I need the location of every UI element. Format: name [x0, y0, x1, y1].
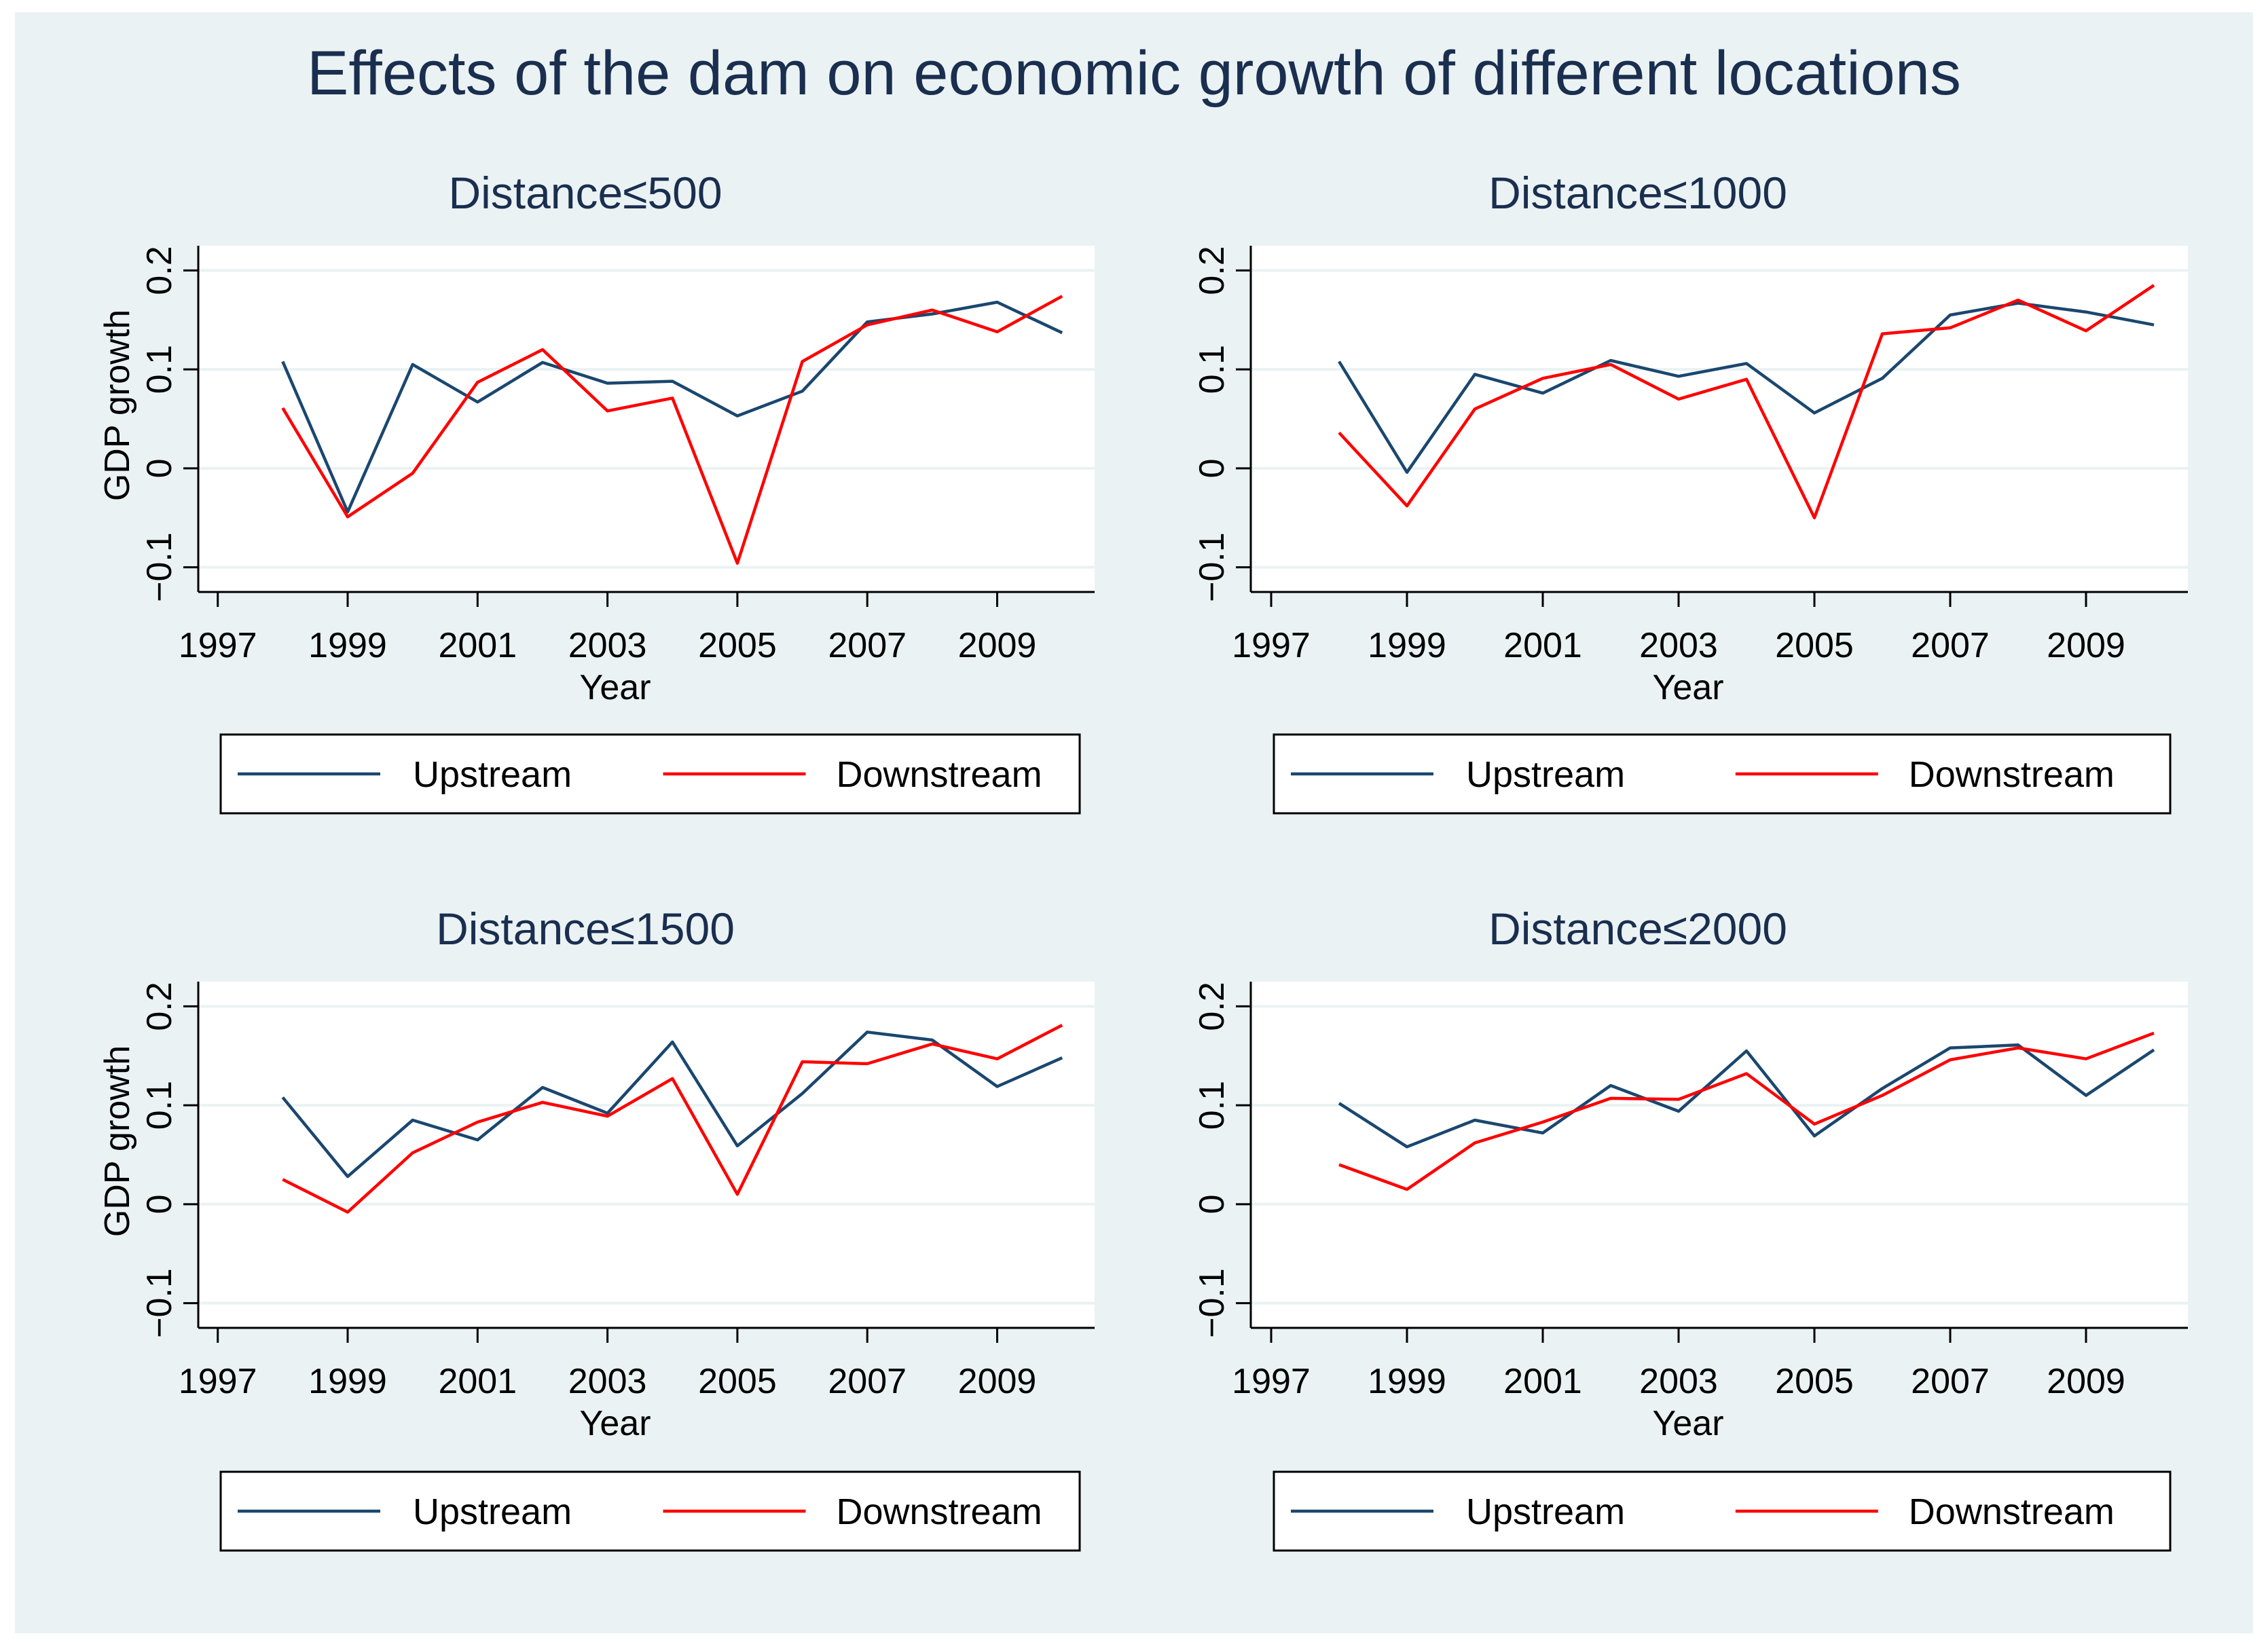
y-tick-label: 0.1 — [140, 1081, 179, 1130]
y-tick-label: 0.1 — [140, 345, 179, 394]
y-tick-label: −0.1 — [140, 532, 179, 602]
legend-label-upstream: Upstream — [413, 1491, 572, 1532]
x-tick-label: 1999 — [1368, 626, 1446, 665]
x-tick-label: 1997 — [179, 626, 257, 665]
legend-label-downstream: Downstream — [1909, 1491, 2115, 1532]
x-tick-label: 2005 — [1775, 626, 1854, 665]
plot-area — [1251, 982, 2188, 1328]
x-tick-label: 2001 — [438, 1362, 517, 1401]
series-line-upstream — [281, 300, 1063, 514]
panel-title: Distance≤2000 — [1488, 904, 1787, 954]
x-tick-label: 2005 — [698, 626, 777, 665]
panel-title: Distance≤500 — [448, 168, 722, 218]
chart-panel-3: −0.1 0 0.1 0.2 1997 1999 2001 2003 2005 2007 2009 Y… — [98, 904, 1095, 1552]
x-tick-label: 2009 — [958, 1362, 1037, 1401]
plot-area — [198, 982, 1095, 1328]
legend-label-downstream: Downstream — [1909, 754, 2115, 795]
y-tick-label: 0 — [140, 1194, 179, 1214]
series-line-upstream — [1338, 301, 2155, 474]
series-line-downstream — [1338, 1031, 2155, 1191]
x-tick-label: 2009 — [2047, 1362, 2125, 1401]
y-axis-label: GDP growth — [98, 1045, 137, 1237]
legend-label-upstream: Upstream — [1466, 754, 1625, 795]
y-tick-label: 0 — [1192, 458, 1232, 478]
y-tick-label: −0.1 — [140, 1268, 179, 1338]
y-tick-label: 0.2 — [140, 982, 179, 1031]
x-tick-label: 1997 — [1232, 626, 1311, 665]
y-axis-label: GDP growth — [98, 310, 137, 501]
x-tick-label: 1999 — [308, 1362, 387, 1401]
y-tick-label: 0 — [140, 458, 179, 478]
legend-label-downstream: Downstream — [836, 1491, 1042, 1532]
chart-panel-1: −0.1 0 0.1 0.2 1997 1999 2001 2003 2005 2007 2009 Y… — [98, 168, 1095, 815]
x-tick-label: 2007 — [828, 1362, 907, 1401]
plot-area — [1251, 246, 2188, 592]
x-tick-label: 2001 — [1503, 1362, 1582, 1401]
x-tick-label: 2007 — [828, 626, 907, 665]
y-tick-label: 0.2 — [1192, 246, 1232, 295]
y-tick-label: 0.1 — [1192, 1081, 1232, 1130]
series-line-upstream — [281, 1031, 1063, 1179]
x-tick-label: 2007 — [1911, 626, 1990, 665]
series-line-downstream — [1338, 284, 2155, 519]
y-tick-label: 0 — [1192, 1194, 1232, 1214]
y-tick-label: −0.1 — [1192, 532, 1232, 602]
panel-title: Distance≤1000 — [1488, 168, 1787, 218]
x-tick-label: 1997 — [1232, 1362, 1311, 1401]
x-tick-label: 2003 — [1639, 1362, 1718, 1401]
x-axis-label: Year — [1652, 1404, 1723, 1443]
plot-area — [198, 246, 1095, 592]
y-tick-label: 0.1 — [1192, 345, 1232, 394]
x-tick-label: 2007 — [1911, 1362, 1990, 1401]
chart-panel-4: −0.1 0 0.1 0.2 1997 1999 2001 2003 2005 2007 2009 Y… — [1192, 904, 2188, 1552]
x-tick-label: 2009 — [958, 626, 1037, 665]
x-tick-label: 2003 — [568, 626, 647, 665]
x-tick-label: 1997 — [179, 1362, 257, 1401]
chart-panel-2: −0.1 0 0.1 0.2 1997 1999 2001 2003 2005 2007 2009 Y… — [1192, 168, 2188, 815]
x-tick-label: 2001 — [1503, 626, 1582, 665]
x-tick-label: 2005 — [698, 1362, 777, 1401]
x-axis-label: Year — [579, 1404, 651, 1443]
legend-label-upstream: Upstream — [413, 754, 572, 795]
x-tick-label: 2001 — [438, 626, 517, 665]
x-axis-label: Year — [579, 668, 651, 707]
y-tick-label: −0.1 — [1192, 1268, 1232, 1338]
x-tick-label: 1999 — [308, 626, 387, 665]
y-tick-label: 0.2 — [140, 246, 179, 295]
series-line-downstream — [281, 295, 1063, 565]
x-tick-label: 2003 — [568, 1362, 647, 1401]
panel-title: Distance≤1500 — [436, 904, 735, 954]
x-tick-label: 1999 — [1368, 1362, 1446, 1401]
series-line-downstream — [282, 1024, 1063, 1214]
y-tick-label: 0.2 — [1192, 982, 1232, 1031]
x-axis-label: Year — [1652, 668, 1723, 707]
legend-label-upstream: Upstream — [1466, 1491, 1625, 1532]
x-tick-label: 2005 — [1775, 1362, 1854, 1401]
x-tick-label: 2003 — [1639, 626, 1718, 665]
x-tick-label: 2009 — [2047, 626, 2125, 665]
series-line-upstream — [1338, 1043, 2155, 1149]
legend-label-downstream: Downstream — [836, 754, 1042, 795]
main-title: Effects of the dam on economic growth of… — [307, 39, 1961, 108]
